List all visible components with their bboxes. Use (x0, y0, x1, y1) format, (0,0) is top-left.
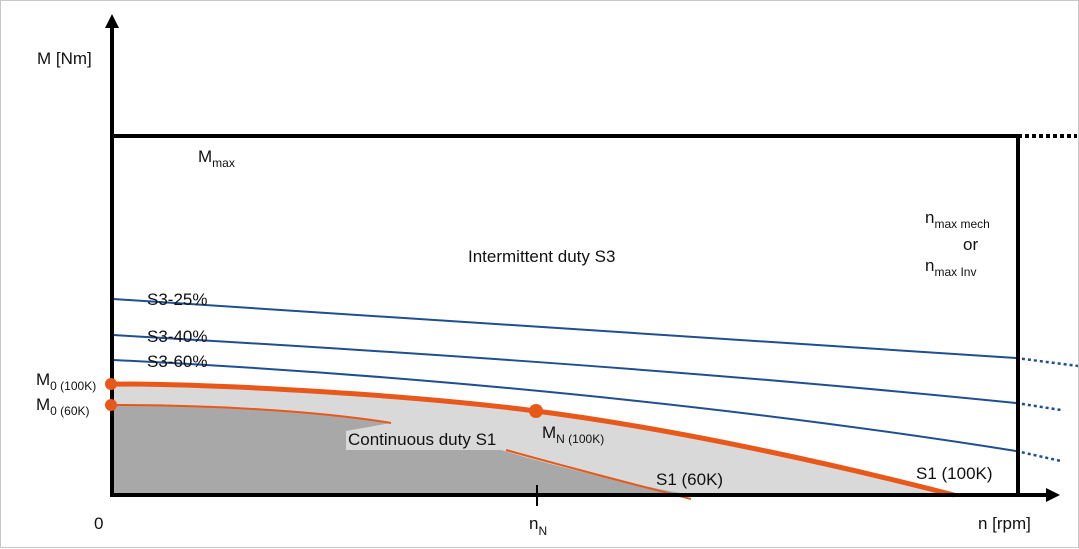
s3-25-extension (1015, 356, 1079, 368)
s3-40-extension (1015, 401, 1062, 412)
mmax-label: Mmax (198, 147, 235, 170)
s3-60-curve (112, 359, 1017, 452)
intermittent-duty-label: Intermittent duty S3 (468, 247, 615, 266)
s1-60k-label: S1 (60K) (656, 470, 723, 489)
continuous-region-dark (111, 405, 691, 495)
s3-60-extension (1015, 449, 1062, 463)
or-label: or (963, 235, 978, 254)
x-axis-label: n [rpm] (978, 514, 1031, 533)
s1-100k-label: S1 (100K) (916, 464, 993, 483)
y-axis-label: M [Nm] (37, 49, 92, 68)
s3-60-label: S3-60% (147, 352, 207, 371)
mn-100k-label: MN (100K) (542, 423, 604, 446)
s1-60k-curve-upper (110, 404, 392, 424)
m0-100k-point (105, 378, 117, 390)
s3-40-label: S3-40% (147, 327, 207, 346)
n-nominal-label: nN (529, 514, 547, 538)
continuous-duty-label: Continuous duty S1 (348, 430, 496, 449)
s3-25-label: S3-25% (147, 290, 207, 309)
s3-40-curve (112, 334, 1017, 404)
nmax-inv-label: nmax Inv (925, 256, 976, 279)
m0-60k-label: M0 (60K) (36, 395, 90, 418)
nmax-mech-label: nmax mech (925, 208, 990, 231)
s3-25-curve (112, 298, 1017, 359)
m0-60k-point (105, 399, 117, 411)
origin-label: 0 (94, 514, 103, 533)
m0-100k-label: M0 (100K) (36, 370, 96, 393)
mn-100k-point (529, 404, 543, 418)
